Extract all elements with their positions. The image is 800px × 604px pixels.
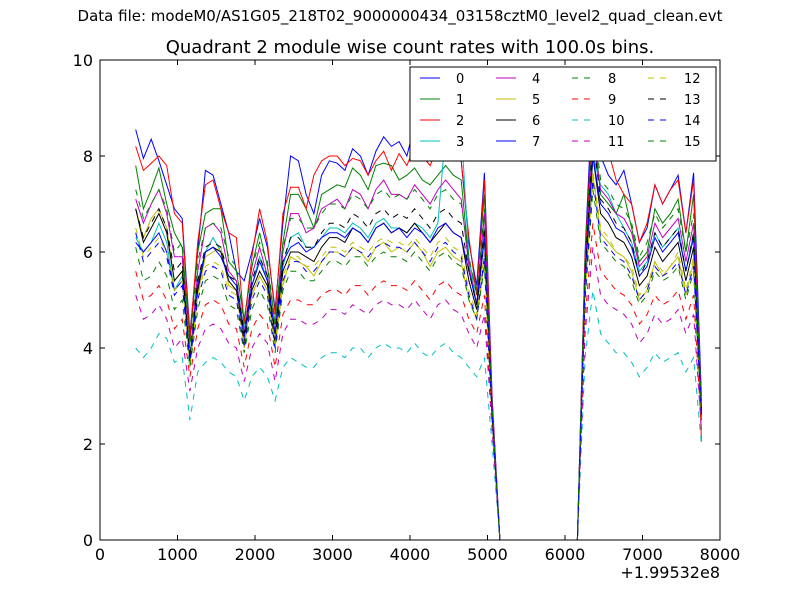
- x-tick-label: 4000: [390, 545, 431, 564]
- series-6-line: [135, 155, 702, 541]
- series-8-line: [135, 189, 702, 541]
- y-tick-label: 2: [83, 435, 93, 454]
- series-9-line: [135, 223, 702, 541]
- x-tick-label: 1000: [157, 545, 198, 564]
- series-11-line: [135, 247, 702, 541]
- legend-label-1: 1: [456, 93, 464, 108]
- legend-label-7: 7: [532, 135, 540, 150]
- legend-label-2: 2: [456, 114, 464, 129]
- legend-label-10: 10: [608, 114, 625, 129]
- legend-label-6: 6: [532, 114, 540, 129]
- x-tick-label: 2000: [235, 545, 276, 564]
- series-10-line: [135, 290, 702, 541]
- legend-label-13: 13: [684, 93, 701, 108]
- x-tick-label: 6000: [545, 545, 586, 564]
- legend-label-15: 15: [684, 135, 701, 150]
- series-4-line: [135, 136, 702, 541]
- chart-title: Quadrant 2 module wise count rates with …: [166, 37, 655, 58]
- x-axis-offset-label: +1.99532e8: [620, 563, 720, 582]
- x-tick-label: 5000: [467, 545, 508, 564]
- legend-label-5: 5: [532, 93, 540, 108]
- legend-label-14: 14: [684, 114, 701, 129]
- legend-label-4: 4: [532, 72, 540, 87]
- x-tick-label: 8000: [700, 545, 741, 564]
- y-tick-label: 0: [83, 531, 93, 550]
- series-14-line: [135, 179, 702, 541]
- series-1-line: [135, 117, 702, 541]
- legend-box: [409, 66, 717, 162]
- x-tick-label: 0: [95, 545, 105, 564]
- legend-label-9: 9: [608, 93, 616, 108]
- x-tick-label: 3000: [312, 545, 353, 564]
- legend-label-0: 0: [456, 72, 464, 87]
- x-tick-label: 7000: [622, 545, 663, 564]
- legend-label-3: 3: [456, 135, 464, 150]
- legend-label-11: 11: [608, 135, 625, 150]
- series-7-line: [135, 155, 702, 541]
- y-tick-label: 10: [73, 51, 93, 70]
- series-5-line: [135, 175, 702, 541]
- legend-label-12: 12: [684, 72, 701, 87]
- y-tick-label: 4: [83, 339, 93, 358]
- data-file-title: Data file: modeM0/AS1G05_218T02_90000004…: [77, 7, 723, 25]
- series-13-line: [135, 136, 702, 541]
- y-tick-label: 8: [83, 147, 93, 166]
- series-15-line: [135, 112, 702, 541]
- series-12-line: [135, 170, 702, 541]
- y-tick-label: 6: [83, 243, 93, 262]
- legend-label-8: 8: [608, 72, 616, 87]
